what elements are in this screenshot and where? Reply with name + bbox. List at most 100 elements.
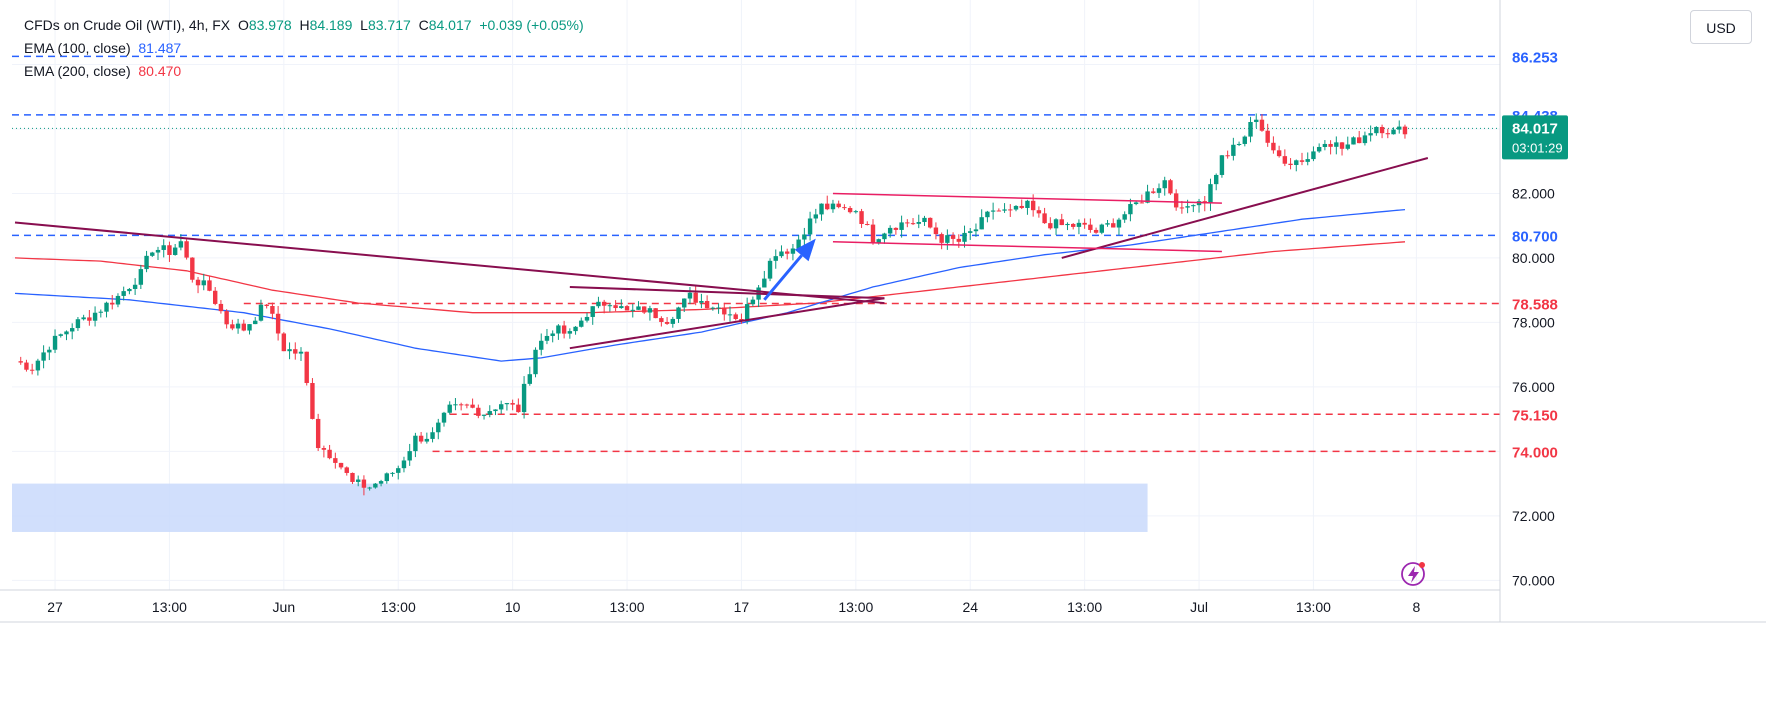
candle-body xyxy=(1179,207,1185,209)
candle-body xyxy=(893,227,899,230)
candle-body xyxy=(1099,224,1104,233)
candle-body xyxy=(853,211,859,213)
candle-body xyxy=(819,203,824,215)
candle-body xyxy=(172,247,178,255)
candle-body xyxy=(973,229,979,232)
candle-body xyxy=(350,472,355,482)
candle-body xyxy=(544,335,550,341)
candle-body xyxy=(499,404,504,410)
candle-body xyxy=(779,251,784,257)
candle-body xyxy=(115,295,121,305)
candle-body xyxy=(441,412,447,423)
ema200-legend-row[interactable]: EMA (200, close) 80.470 xyxy=(24,60,584,83)
candle-body xyxy=(865,224,870,226)
candle-body xyxy=(773,256,778,261)
candle-body xyxy=(1294,160,1299,166)
chart-legend: CFDs on Crude Oil (WTI), 4h, FX O83.978 … xyxy=(24,14,584,83)
candle-body xyxy=(670,318,675,324)
ema100-legend-row[interactable]: EMA (100, close) 81.487 xyxy=(24,37,584,60)
candle-body xyxy=(750,299,756,305)
candle-body xyxy=(1076,222,1082,227)
candle-body xyxy=(407,451,412,461)
candle-body xyxy=(1208,184,1213,204)
candle-body xyxy=(1259,119,1265,131)
ema200-value: 80.470 xyxy=(138,63,182,79)
candle-body xyxy=(1059,219,1064,226)
candle-body xyxy=(1311,151,1316,160)
candle-body xyxy=(253,320,258,325)
candle-body xyxy=(905,222,910,224)
candle-body xyxy=(52,335,58,350)
ema200-line xyxy=(14,241,1406,314)
candle-body xyxy=(218,303,224,312)
candle-body xyxy=(361,479,367,488)
candle-body xyxy=(155,249,161,253)
candle-body xyxy=(933,227,939,235)
candle-body xyxy=(401,460,407,469)
candle-body xyxy=(241,323,246,331)
candle-body xyxy=(367,487,372,489)
price-badge-bg xyxy=(1502,439,1568,464)
candle-body xyxy=(1185,206,1190,208)
candle-body xyxy=(29,369,35,371)
candle-body xyxy=(1391,129,1396,135)
candle-body xyxy=(847,207,853,213)
candle-body xyxy=(785,251,790,254)
candle-body xyxy=(1254,119,1259,123)
candle-body xyxy=(607,305,613,307)
candle-body xyxy=(390,472,395,474)
candle-body xyxy=(1036,210,1042,214)
candle-body xyxy=(470,404,475,408)
candle-body xyxy=(1019,205,1024,208)
candle-body xyxy=(1162,180,1167,189)
ema200-label: EMA (200, close) xyxy=(24,63,131,79)
candle-body xyxy=(985,211,990,218)
candle-body xyxy=(104,302,109,312)
candle-body xyxy=(447,404,452,413)
candle-body xyxy=(476,407,481,416)
ema-lines xyxy=(14,208,1406,362)
candle-body xyxy=(1139,202,1145,204)
candle-body xyxy=(1082,222,1087,225)
candle-body xyxy=(384,473,389,482)
candle-body xyxy=(601,301,607,306)
candle-body xyxy=(996,210,1002,212)
candle-body xyxy=(887,227,893,234)
candle-body xyxy=(430,432,435,439)
candle-body xyxy=(1122,214,1127,220)
candle-body xyxy=(928,217,933,228)
time-tick-label: 24 xyxy=(962,599,978,615)
candle-body xyxy=(98,311,103,313)
candle-body xyxy=(802,234,807,240)
low-label: L xyxy=(360,17,368,33)
candle-body xyxy=(990,210,996,212)
candle-body xyxy=(213,290,218,304)
symbol-title[interactable]: CFDs on Crude Oil (WTI), 4h, FX xyxy=(24,17,231,33)
candle-body xyxy=(1397,126,1402,130)
ema100-label: EMA (100, close) xyxy=(24,40,131,56)
candle-body xyxy=(1145,191,1150,203)
ema100-line xyxy=(14,208,1406,362)
candle-body xyxy=(1191,205,1196,207)
candle-body xyxy=(110,302,115,305)
currency-button[interactable]: USD xyxy=(1690,10,1752,44)
candle-body xyxy=(87,317,92,321)
candle-body xyxy=(1345,144,1350,149)
flash-icon[interactable] xyxy=(1401,562,1425,586)
candle-body xyxy=(619,306,624,309)
close-value: 84.017 xyxy=(428,17,472,33)
candle-body xyxy=(642,306,647,313)
candle-body xyxy=(270,306,275,314)
candle-body xyxy=(1368,133,1373,136)
time-tick-label: 13:00 xyxy=(838,599,873,615)
trendline-2 xyxy=(569,297,885,350)
time-axis[interactable]: 27 13:00 Jun 13:00 10 13:00 17 13:00 24 13:00 Jul 1… xyxy=(0,589,1766,623)
candle-body xyxy=(127,288,132,292)
candle-body xyxy=(275,313,281,334)
high-label: H xyxy=(299,17,310,33)
candle-body xyxy=(584,316,590,321)
candle-body xyxy=(224,311,229,325)
trend-drawings xyxy=(14,157,1429,350)
